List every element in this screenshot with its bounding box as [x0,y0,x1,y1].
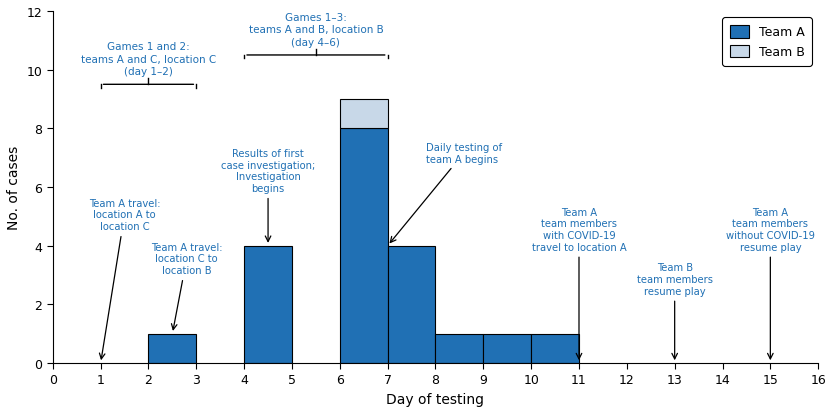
Bar [483,334,531,363]
Legend: Team A, Team B: Team A, Team B [722,18,812,66]
Bar [387,246,436,363]
Text: Games 1 and 2:
teams A and C, location C
(day 1–2): Games 1 and 2: teams A and C, location C… [81,42,216,77]
Text: Team A travel:
location C to
location B: Team A travel: location C to location B [151,242,222,330]
Y-axis label: No. of cases: No. of cases [7,145,21,230]
Text: Daily testing of
team A begins: Daily testing of team A begins [391,142,502,243]
Bar [531,334,579,363]
Text: Results of first
case investigation;
Investigation
begins: Results of first case investigation; Inv… [221,149,315,242]
Text: Games 1–3:
teams A and B, location B
(day 4–6): Games 1–3: teams A and B, location B (da… [248,13,383,47]
Bar [340,100,387,129]
Bar [244,246,292,363]
Text: Team A travel:
location A to
location C: Team A travel: location A to location C [89,198,160,359]
X-axis label: Day of testing: Day of testing [387,392,485,406]
Bar [148,334,197,363]
Bar [340,129,387,363]
Text: Team A
team members
without COVID-19
resume play: Team A team members without COVID-19 res… [726,207,815,359]
Text: Team A
team members
with COVID-19
travel to location A: Team A team members with COVID-19 travel… [531,207,626,359]
Bar [436,334,483,363]
Text: Team B
team members
resume play: Team B team members resume play [636,263,713,359]
